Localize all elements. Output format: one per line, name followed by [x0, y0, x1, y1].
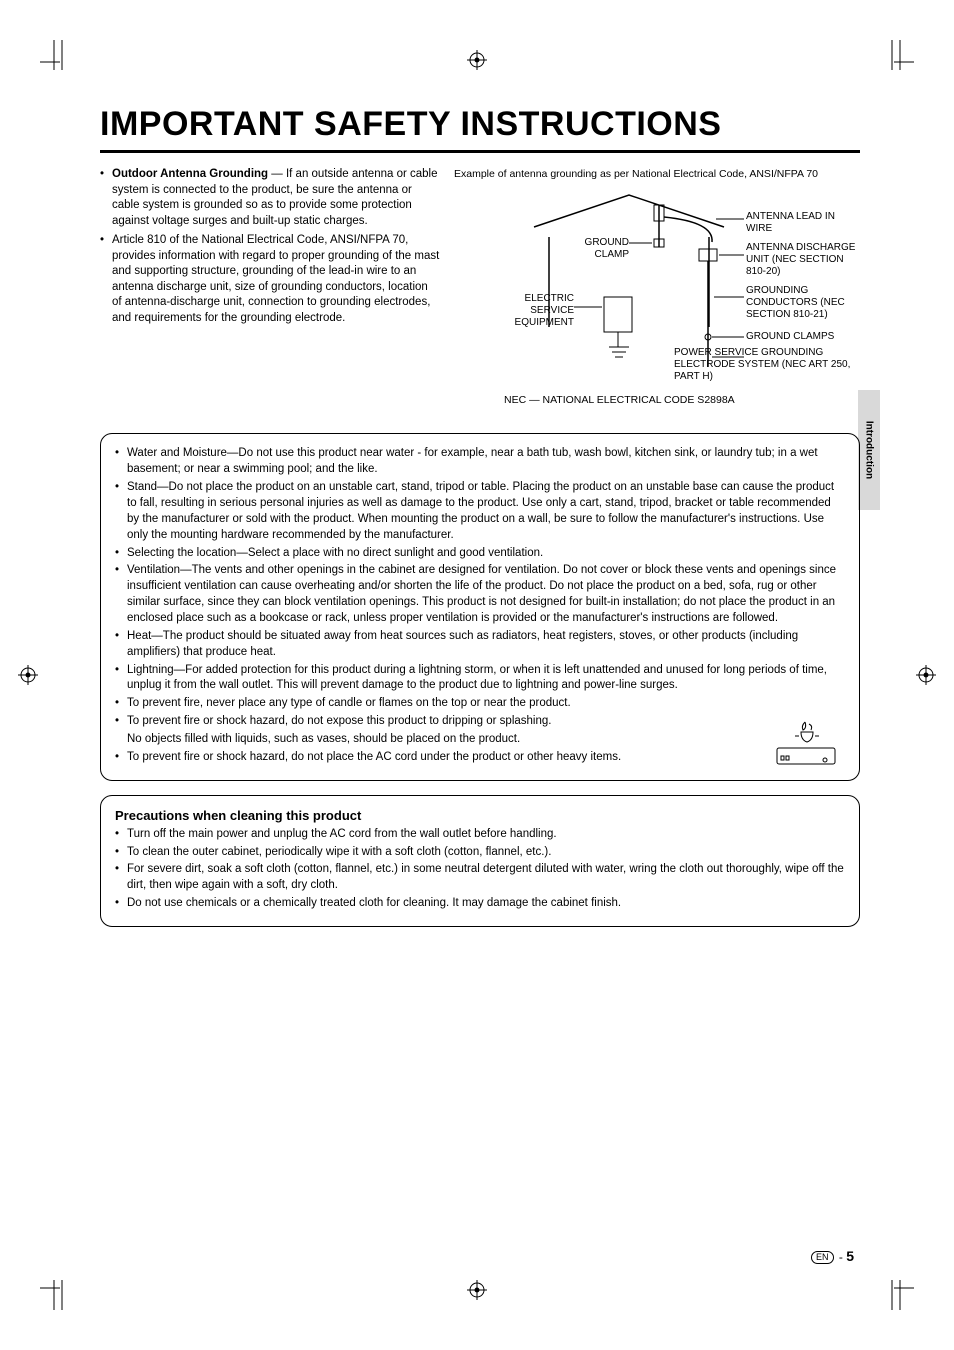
label-electrode: POWER SERVICE GROUNDING ELECTRODE SYSTEM… — [674, 347, 864, 383]
label-leadwire: ANTENNA LEAD IN WIRE — [746, 211, 856, 235]
warning-item: Selecting the location—Select a place wi… — [115, 546, 845, 562]
label-dischargeunit: ANTENNA DISCHARGE UNIT (NEC SECTION 810-… — [746, 242, 866, 278]
crop-mark-br — [884, 1280, 914, 1310]
precaution-item: Turn off the main power and unplug the A… — [115, 827, 845, 843]
antenna-bullet-1: Outdoor Antenna Grounding — If an outsid… — [100, 167, 440, 229]
warning-item: To prevent fire or shock hazard, do not … — [115, 714, 845, 730]
page-footer: EN - 5 — [811, 1248, 854, 1264]
warning-item: Heat—The product should be situated away… — [115, 629, 845, 661]
precautions-box: Precautions when cleaning this product T… — [100, 795, 860, 927]
label-conductors: GROUNDING CONDUCTORS (NEC SECTION 810-21… — [746, 285, 866, 321]
page-content: IMPORTANT SAFETY INSTRUCTIONS Outdoor An… — [100, 105, 860, 927]
diagram-caption: Example of antenna grounding as per Nati… — [454, 167, 860, 181]
warning-item: To prevent fire or shock hazard, do not … — [115, 750, 845, 766]
registration-mark-left — [18, 665, 38, 685]
antenna-diagram-col: Example of antenna grounding as per Nati… — [454, 167, 860, 407]
label-clamps: GROUND CLAMPS — [746, 331, 866, 343]
precaution-item: To clean the outer cabinet, periodically… — [115, 845, 845, 861]
page-title: IMPORTANT SAFETY INSTRUCTIONS — [100, 105, 860, 153]
vase-on-tv-icon — [771, 720, 841, 768]
crop-mark-tr — [884, 40, 914, 70]
warnings-box: Water and Moisture—Do not use this produ… — [100, 433, 860, 780]
crop-mark-tl — [40, 40, 70, 70]
footer-sep: - — [836, 1250, 847, 1264]
antenna-text: Outdoor Antenna Grounding — If an outsid… — [100, 167, 440, 407]
antenna-section: Outdoor Antenna Grounding — If an outsid… — [100, 167, 860, 407]
warning-item: Lightning—For added protection for this … — [115, 663, 845, 695]
warning-item: Ventilation—The vents and other openings… — [115, 563, 845, 626]
crop-mark-bl — [40, 1280, 70, 1310]
registration-mark-bottom — [467, 1280, 487, 1300]
warning-item: Water and Moisture—Do not use this produ… — [115, 446, 845, 478]
precaution-item: For severe dirt, soak a soft cloth (cott… — [115, 862, 845, 894]
section-tab-label: Introduction — [864, 421, 875, 479]
footer-page-number: 5 — [846, 1248, 854, 1264]
precaution-item: Do not use chemicals or a chemically tre… — [115, 896, 845, 912]
warning-item: To prevent fire, never place any type of… — [115, 696, 845, 712]
grounding-diagram: ANTENNA LEAD IN WIRE GROUND CLAMP ANTENN… — [454, 187, 860, 387]
footer-lang: EN — [811, 1251, 834, 1264]
precautions-heading: Precautions when cleaning this product — [115, 808, 845, 823]
warning-item: Stand—Do not place the product on an uns… — [115, 480, 845, 543]
antenna-bullet-2: Article 810 of the National Electrical C… — [100, 233, 440, 326]
registration-mark-right — [916, 665, 936, 685]
warning-subline: No objects filled with liquids, such as … — [115, 732, 845, 748]
nec-note: NEC — NATIONAL ELECTRICAL CODE S2898A — [504, 393, 764, 407]
label-groundclamp: GROUND CLAMP — [574, 237, 629, 261]
label-service: ELECTRIC SERVICE EQUIPMENT — [504, 293, 574, 329]
registration-mark-top — [467, 50, 487, 70]
antenna-bullet-1-lead: Outdoor Antenna Grounding — [112, 168, 268, 180]
section-tab: Introduction — [858, 390, 880, 510]
